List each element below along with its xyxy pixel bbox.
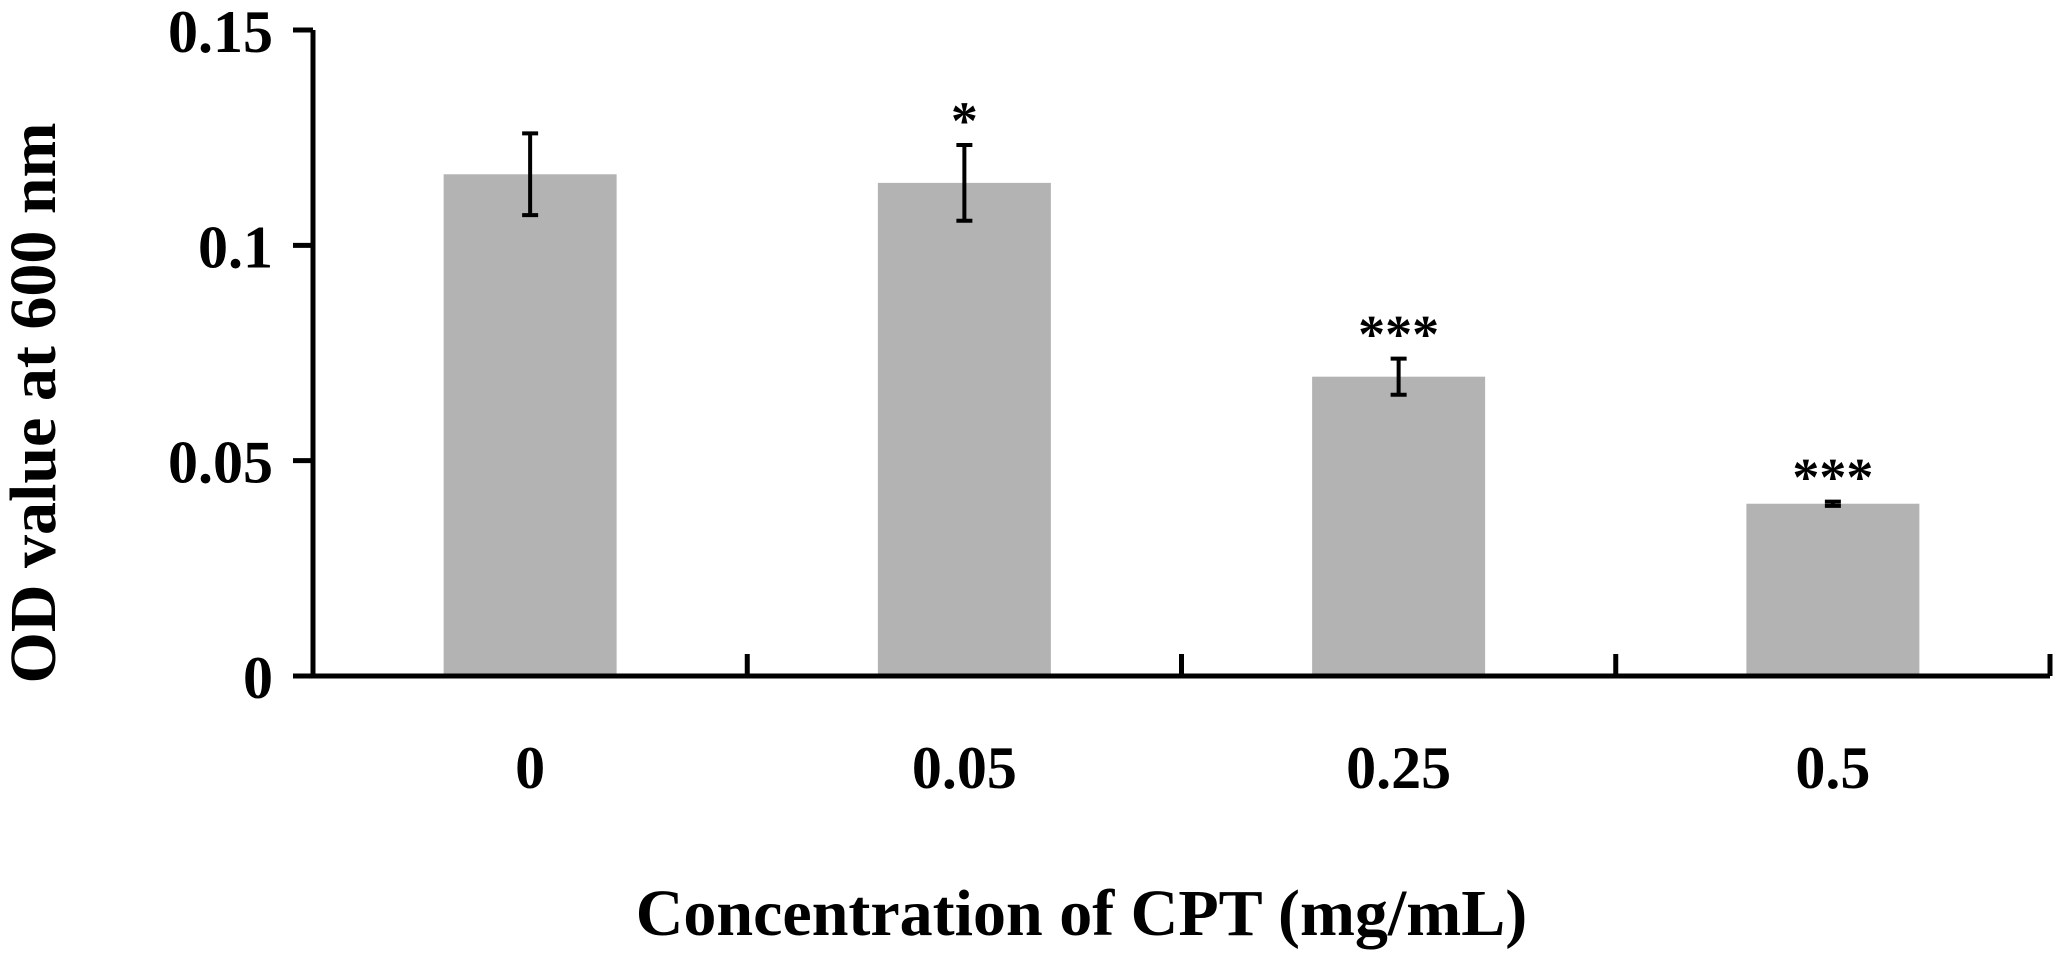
y-tick-label: 0.05 (168, 430, 273, 496)
bar (1312, 376, 1486, 676)
x-tick-label: 0 (515, 735, 545, 801)
error-bar (1390, 356, 1407, 397)
bar (1746, 503, 1920, 676)
y-tick-label: 0 (243, 645, 273, 711)
error-bars (522, 131, 1841, 508)
error-bar (1824, 499, 1841, 508)
y-axis-label: OD value at 600 nm (0, 123, 70, 684)
bars (443, 174, 1920, 677)
y-tick-label: 0.1 (198, 214, 273, 280)
significance-label: * (951, 91, 978, 151)
significance-label: *** (1358, 305, 1439, 365)
tick-labels: 0 0.05 0.1 0.15 0 0.05 0.25 0.5 (168, 0, 1870, 801)
error-bar (956, 142, 973, 223)
x-tick-label: 0.25 (1346, 735, 1451, 801)
x-tick-label: 0.5 (1795, 735, 1870, 801)
error-bar (522, 131, 539, 218)
significance-labels: ******* (951, 91, 1874, 508)
significance-label: *** (1792, 448, 1873, 508)
bar (877, 182, 1051, 677)
x-axis-label: Concentration of CPT (mg/mL) (636, 877, 1528, 950)
y-tick-label: 0.15 (168, 0, 273, 65)
bar (443, 174, 617, 677)
x-tick-label: 0.05 (912, 735, 1017, 801)
axes (293, 27, 2053, 679)
